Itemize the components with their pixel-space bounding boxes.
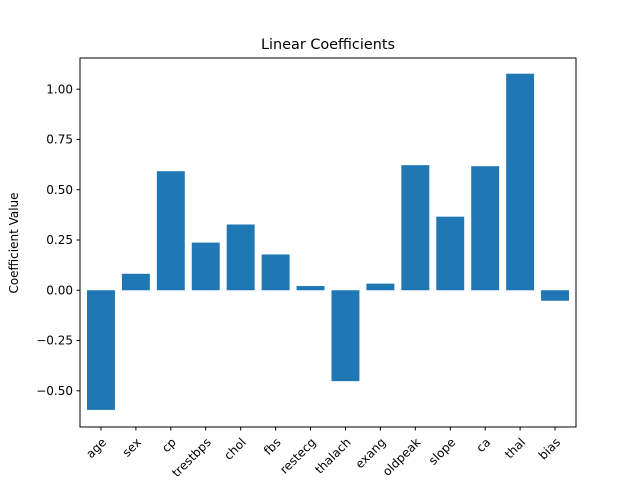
y-tick-label: 0.75 [46, 133, 73, 147]
y-axis-label: Coefficient Value [7, 192, 21, 293]
bar-slope [436, 216, 465, 291]
bar-fbs [261, 254, 290, 291]
y-tick-label: −0.25 [36, 334, 73, 348]
bar-cp [156, 171, 185, 291]
bar-exang [366, 283, 395, 291]
bars-layer [86, 73, 570, 410]
bar-restecg [296, 286, 325, 291]
plot-frame [79, 57, 577, 428]
bar-chol [226, 224, 255, 291]
y-tick-label: 0.50 [46, 183, 73, 197]
y-tick-label: 0.25 [46, 233, 73, 247]
bar-thalach [331, 290, 360, 382]
bar-trestbps [191, 242, 220, 291]
bar-sex [121, 273, 150, 291]
y-axis-ticks: −0.50 −0.25 0.00 0.25 0.50 0.75 1.00 [36, 82, 80, 398]
y-tick-label: 1.00 [46, 82, 73, 96]
bar-thal [506, 73, 535, 291]
bar-age [86, 290, 115, 410]
y-tick-label: 0.00 [46, 283, 73, 297]
bar-bias [541, 290, 570, 301]
bar-ca [471, 166, 500, 291]
y-tick-label: −0.50 [36, 384, 73, 398]
bar-oldpeak [401, 165, 430, 291]
chart-title: Linear Coefficients [261, 37, 395, 53]
